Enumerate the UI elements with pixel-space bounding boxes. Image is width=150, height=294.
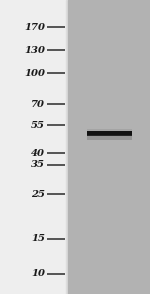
Text: 35: 35 <box>31 160 45 169</box>
Text: 10: 10 <box>31 269 45 278</box>
Bar <box>66 0 68 294</box>
Bar <box>0 0 66 294</box>
Text: 70: 70 <box>31 100 45 109</box>
Bar <box>87 135 132 140</box>
Bar <box>87 129 132 131</box>
Bar <box>87 131 132 136</box>
Text: 55: 55 <box>31 121 45 130</box>
Bar <box>68 0 150 294</box>
Text: 170: 170 <box>24 23 45 31</box>
Text: 100: 100 <box>24 69 45 78</box>
Text: 130: 130 <box>24 46 45 55</box>
Text: 15: 15 <box>31 234 45 243</box>
Text: 40: 40 <box>31 148 45 158</box>
Text: 25: 25 <box>31 190 45 198</box>
